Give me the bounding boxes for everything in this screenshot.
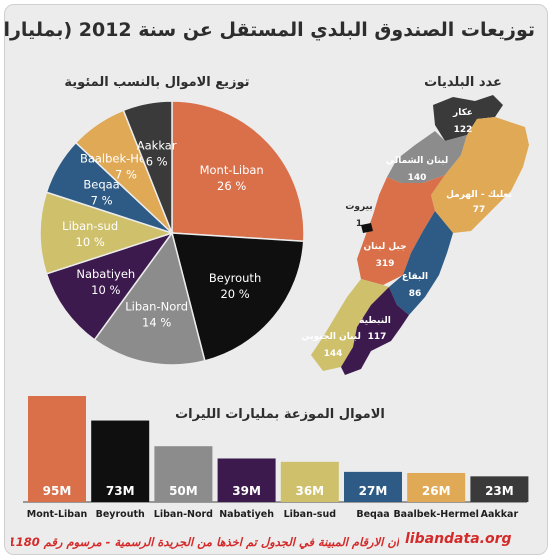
bar-value-beqaa: 27M <box>359 484 388 498</box>
map-label-aakkar-count: 122 <box>454 125 473 135</box>
bar-value-aakkar: 23M <box>485 484 514 498</box>
bar-value-nabatiyeh: 39M <box>232 484 261 498</box>
map-label-liban-nord-name: لبنان الشمالي <box>386 156 448 166</box>
pie-slice-beyrouth <box>171 232 305 362</box>
map-region-liban-sud <box>311 279 389 371</box>
bar-chart: 95M Mont-Liban 73M Beyrouth 50M Liban-Nord 39M… <box>23 396 529 520</box>
map-label-mont-liban-name: جبل لبنان <box>363 242 406 252</box>
pie-label-aakkar: Aakkar <box>137 139 177 153</box>
map-label-beyrouth-count: 1 <box>356 219 362 229</box>
bar-category-nabatiyeh: Nabatiyeh <box>219 509 274 520</box>
map-region-beqaa <box>389 211 453 315</box>
bar-liban-nord <box>154 446 213 502</box>
pie-value-beqaa: 7 % <box>91 193 113 207</box>
pie-value-mont-liban: 26 % <box>217 179 246 193</box>
pie-value-baalbek-hermel: 7 % <box>115 167 137 181</box>
pie-value-liban-nord: 14 % <box>142 315 171 329</box>
pie-slice-nabatiyeh <box>45 231 174 341</box>
bar-value-liban-sud: 36M <box>295 484 324 498</box>
pie-label-mont-liban: Mont-Liban <box>200 163 264 177</box>
bar-value-beyrouth: 73M <box>106 484 135 498</box>
source-credit: libandata.org <box>405 531 512 547</box>
map-label-liban-nord-count: 140 <box>408 173 427 183</box>
footer-note: ان الارقام المبينة في الجدول تم اخذها من… <box>11 535 399 549</box>
chart-canvas: Mont-Liban 26 % Beyrouth 20 % Liban-Nord 14 %… <box>23 95 529 520</box>
map-label-liban-sud-count: 144 <box>324 349 343 359</box>
bar-category-beqaa: Beqaa <box>356 509 389 520</box>
pie-chart: Mont-Liban 26 % Beyrouth 20 % Liban-Nord 14 %… <box>39 100 305 366</box>
pie-value-nabatiyeh: 10 % <box>91 283 120 297</box>
bar-aakkar <box>470 476 529 502</box>
bar-beqaa <box>344 471 402 502</box>
pie-value-liban-sud: 10 % <box>76 235 105 249</box>
bar-nabatiyeh <box>217 458 276 502</box>
map-region-liban-nord <box>387 131 467 183</box>
map-region-nabatiyeh <box>341 287 409 375</box>
bar-value-baalbek-hermel: 26M <box>422 484 451 498</box>
pie-value-beyrouth: 20 % <box>220 287 249 301</box>
bar-category-liban-sud: Liban-sud <box>284 509 336 520</box>
map-region-beyrouth <box>361 223 373 233</box>
bar-category-baalbek-hermel: Baalbek-Hermel <box>393 509 479 520</box>
bar-category-mont-liban: Mont-Liban <box>27 509 88 520</box>
map-label-beyrouth-name: بيروت <box>345 202 372 212</box>
bar-value-liban-nord: 50M <box>169 484 198 498</box>
pie-slice-mont-liban <box>171 100 305 243</box>
bar-liban-sud <box>280 461 339 502</box>
bar-mont-liban <box>28 396 86 502</box>
pie-label-liban-nord: Liban-Nord <box>125 299 188 313</box>
pie-chart-title: توزيع الاموال بالنسب المئوية <box>64 75 250 90</box>
pie-label-beyrouth: Beyrouth <box>209 271 261 285</box>
map-region-aakkar <box>433 95 503 141</box>
map-title: عدد البلديات <box>424 75 502 90</box>
bar-category-aakkar: Aakkar <box>481 509 519 520</box>
pie-label-beqaa: Beqaa <box>83 177 119 191</box>
lebanon-map: عكار 122 لبنان الشمالي 140 بعلبك - الهرم… <box>301 95 529 375</box>
map-label-nabatiyeh-name: النبطية <box>359 316 391 326</box>
pie-label-liban-sud: Liban-sud <box>62 219 118 233</box>
bar-chart-title: الاموال الموزعة بمليارات الليرات <box>175 407 385 422</box>
pie-label-nabatiyeh: Nabatiyeh <box>76 267 135 281</box>
map-label-liban-sud-name: لبنان الجنوبي <box>301 332 361 342</box>
map-region-mont-liban <box>357 175 445 285</box>
map-label-baalbek-count: 77 <box>473 205 486 215</box>
map-label-mont-liban-count: 319 <box>376 259 395 269</box>
infographic-card: توزيعات الصندوق البلدي المستقل عن سنة 20… <box>4 4 548 555</box>
page-title: توزيعات الصندوق البلدي المستقل عن سنة 20… <box>4 19 535 41</box>
map-label-beqaa-count: 86 <box>409 289 422 299</box>
bar-baalbek-hermel <box>407 472 466 502</box>
bar-value-mont-liban: 95M <box>43 484 72 498</box>
bar-category-liban-nord: Liban-Nord <box>154 509 213 520</box>
pie-slice-liban-sud <box>39 191 175 275</box>
map-region-baalbek-hermel <box>431 117 529 233</box>
pie-value-aakkar: 6 % <box>146 155 168 169</box>
bar-beyrouth <box>91 420 150 502</box>
pie-slice-aakkar <box>122 100 173 234</box>
map-label-baalbek-name: بعلبك - الهرمل <box>446 190 512 200</box>
map-label-aakkar-name: عكار <box>452 108 473 118</box>
map-label-nabatiyeh-count: 117 <box>368 332 387 342</box>
map-label-beqaa-name: البقاع <box>402 272 428 282</box>
pie-slice-liban-nord <box>93 231 206 366</box>
bar-category-beyrouth: Beyrouth <box>96 509 145 520</box>
